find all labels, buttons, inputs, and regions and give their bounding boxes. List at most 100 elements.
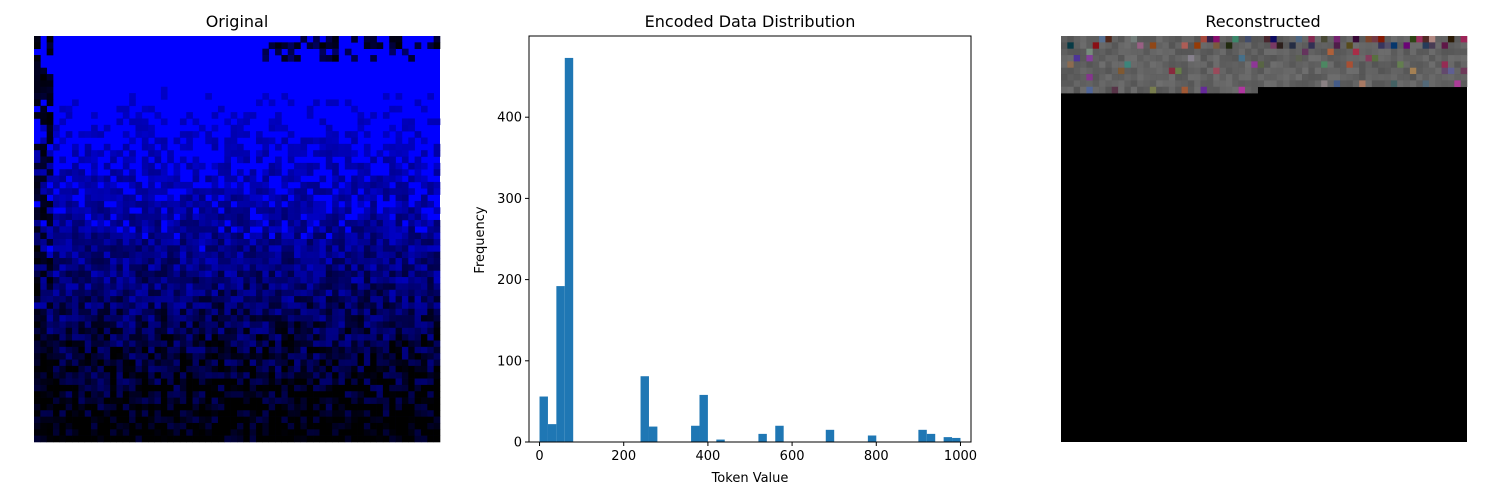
image-pixel — [40, 67, 47, 75]
image-pixel — [281, 359, 289, 367]
image-pixel — [116, 429, 124, 436]
image-pixel — [40, 162, 47, 170]
image-pixel — [1365, 61, 1373, 69]
image-pixel — [179, 219, 187, 227]
image-pixel — [205, 321, 212, 329]
image-pixel — [1264, 36, 1271, 43]
image-pixel — [224, 340, 231, 348]
image-pixel — [1067, 86, 1074, 94]
image-pixel — [332, 175, 339, 183]
image-pixel — [53, 283, 60, 291]
image-pixel — [243, 384, 250, 392]
image-pixel — [319, 359, 327, 367]
image-pixel — [129, 169, 136, 176]
image-pixel — [1308, 48, 1316, 56]
image-pixel — [122, 422, 130, 430]
image-pixel — [160, 283, 168, 291]
image-pixel — [433, 397, 441, 405]
image-pixel — [408, 378, 415, 386]
image-pixel — [141, 188, 149, 195]
image-pixel — [376, 334, 384, 341]
image-pixel — [186, 162, 193, 170]
image-pixel — [1289, 80, 1297, 88]
image-pixel — [262, 340, 270, 348]
image-pixel — [160, 169, 168, 176]
image-pixel — [376, 429, 384, 436]
image-pixel — [389, 219, 396, 227]
image-pixel — [313, 410, 320, 417]
image-pixel — [344, 162, 352, 170]
image-pixel — [382, 232, 390, 240]
image-pixel — [148, 226, 155, 233]
image-pixel — [122, 416, 130, 424]
image-pixel — [357, 422, 365, 430]
image-pixel — [1200, 61, 1208, 69]
image-pixel — [1352, 67, 1360, 75]
image-pixel — [414, 416, 422, 424]
image-pixel — [243, 372, 250, 379]
image-pixel — [148, 353, 155, 360]
image-pixel — [122, 315, 130, 322]
image-pixel — [103, 353, 111, 360]
image-pixel — [287, 188, 295, 195]
image-pixel — [129, 232, 136, 240]
image-pixel — [1219, 61, 1227, 69]
image-pixel — [1435, 48, 1442, 56]
image-pixel — [122, 213, 130, 221]
image-pixel — [1308, 61, 1316, 69]
image-pixel — [167, 251, 174, 259]
image-pixel — [116, 277, 124, 284]
image-pixel — [332, 391, 339, 398]
image-pixel — [186, 372, 193, 379]
image-pixel — [141, 124, 149, 132]
image-pixel — [287, 48, 295, 56]
image-pixel — [84, 283, 92, 291]
image-pixel — [186, 188, 193, 195]
image-pixel — [1384, 61, 1392, 69]
image-pixel — [249, 296, 257, 303]
image-pixel — [363, 397, 371, 405]
image-pixel — [141, 245, 149, 252]
image-pixel — [281, 327, 289, 335]
image-pixel — [1137, 48, 1144, 56]
image-pixel — [154, 378, 162, 386]
image-pixel — [401, 346, 409, 354]
image-pixel — [160, 86, 168, 94]
image-pixel — [420, 378, 428, 386]
image-pixel — [275, 296, 282, 303]
image-pixel — [332, 429, 339, 436]
image-pixel — [294, 391, 301, 398]
image-pixel — [198, 416, 206, 424]
image-pixel — [332, 270, 339, 278]
image-pixel — [319, 55, 327, 62]
image-pixel — [268, 327, 276, 335]
image-pixel — [91, 372, 98, 379]
image-pixel — [287, 403, 295, 411]
image-pixel — [135, 403, 143, 411]
image-pixel — [103, 365, 111, 373]
image-pixel — [433, 365, 441, 373]
image-pixel — [1460, 36, 1468, 43]
image-pixel — [173, 264, 181, 272]
image-pixel — [382, 270, 390, 278]
image-pixel — [103, 239, 111, 246]
image-pixel — [237, 397, 244, 405]
image-pixel — [34, 219, 41, 227]
image-pixel — [370, 435, 377, 443]
image-pixel — [65, 131, 73, 138]
image-pixel — [103, 340, 111, 348]
image-pixel — [338, 245, 346, 252]
image-pixel — [1187, 74, 1195, 81]
image-pixel — [325, 346, 333, 354]
image-pixel — [332, 410, 339, 417]
image-pixel — [319, 207, 327, 214]
image-pixel — [1111, 74, 1119, 81]
image-pixel — [173, 315, 181, 322]
image-pixel — [1283, 48, 1290, 56]
image-pixel — [59, 226, 67, 233]
image-pixel — [40, 194, 47, 202]
image-pixel — [262, 93, 270, 100]
image-pixel — [224, 289, 231, 297]
image-pixel — [1200, 80, 1208, 88]
image-pixel — [211, 239, 219, 246]
